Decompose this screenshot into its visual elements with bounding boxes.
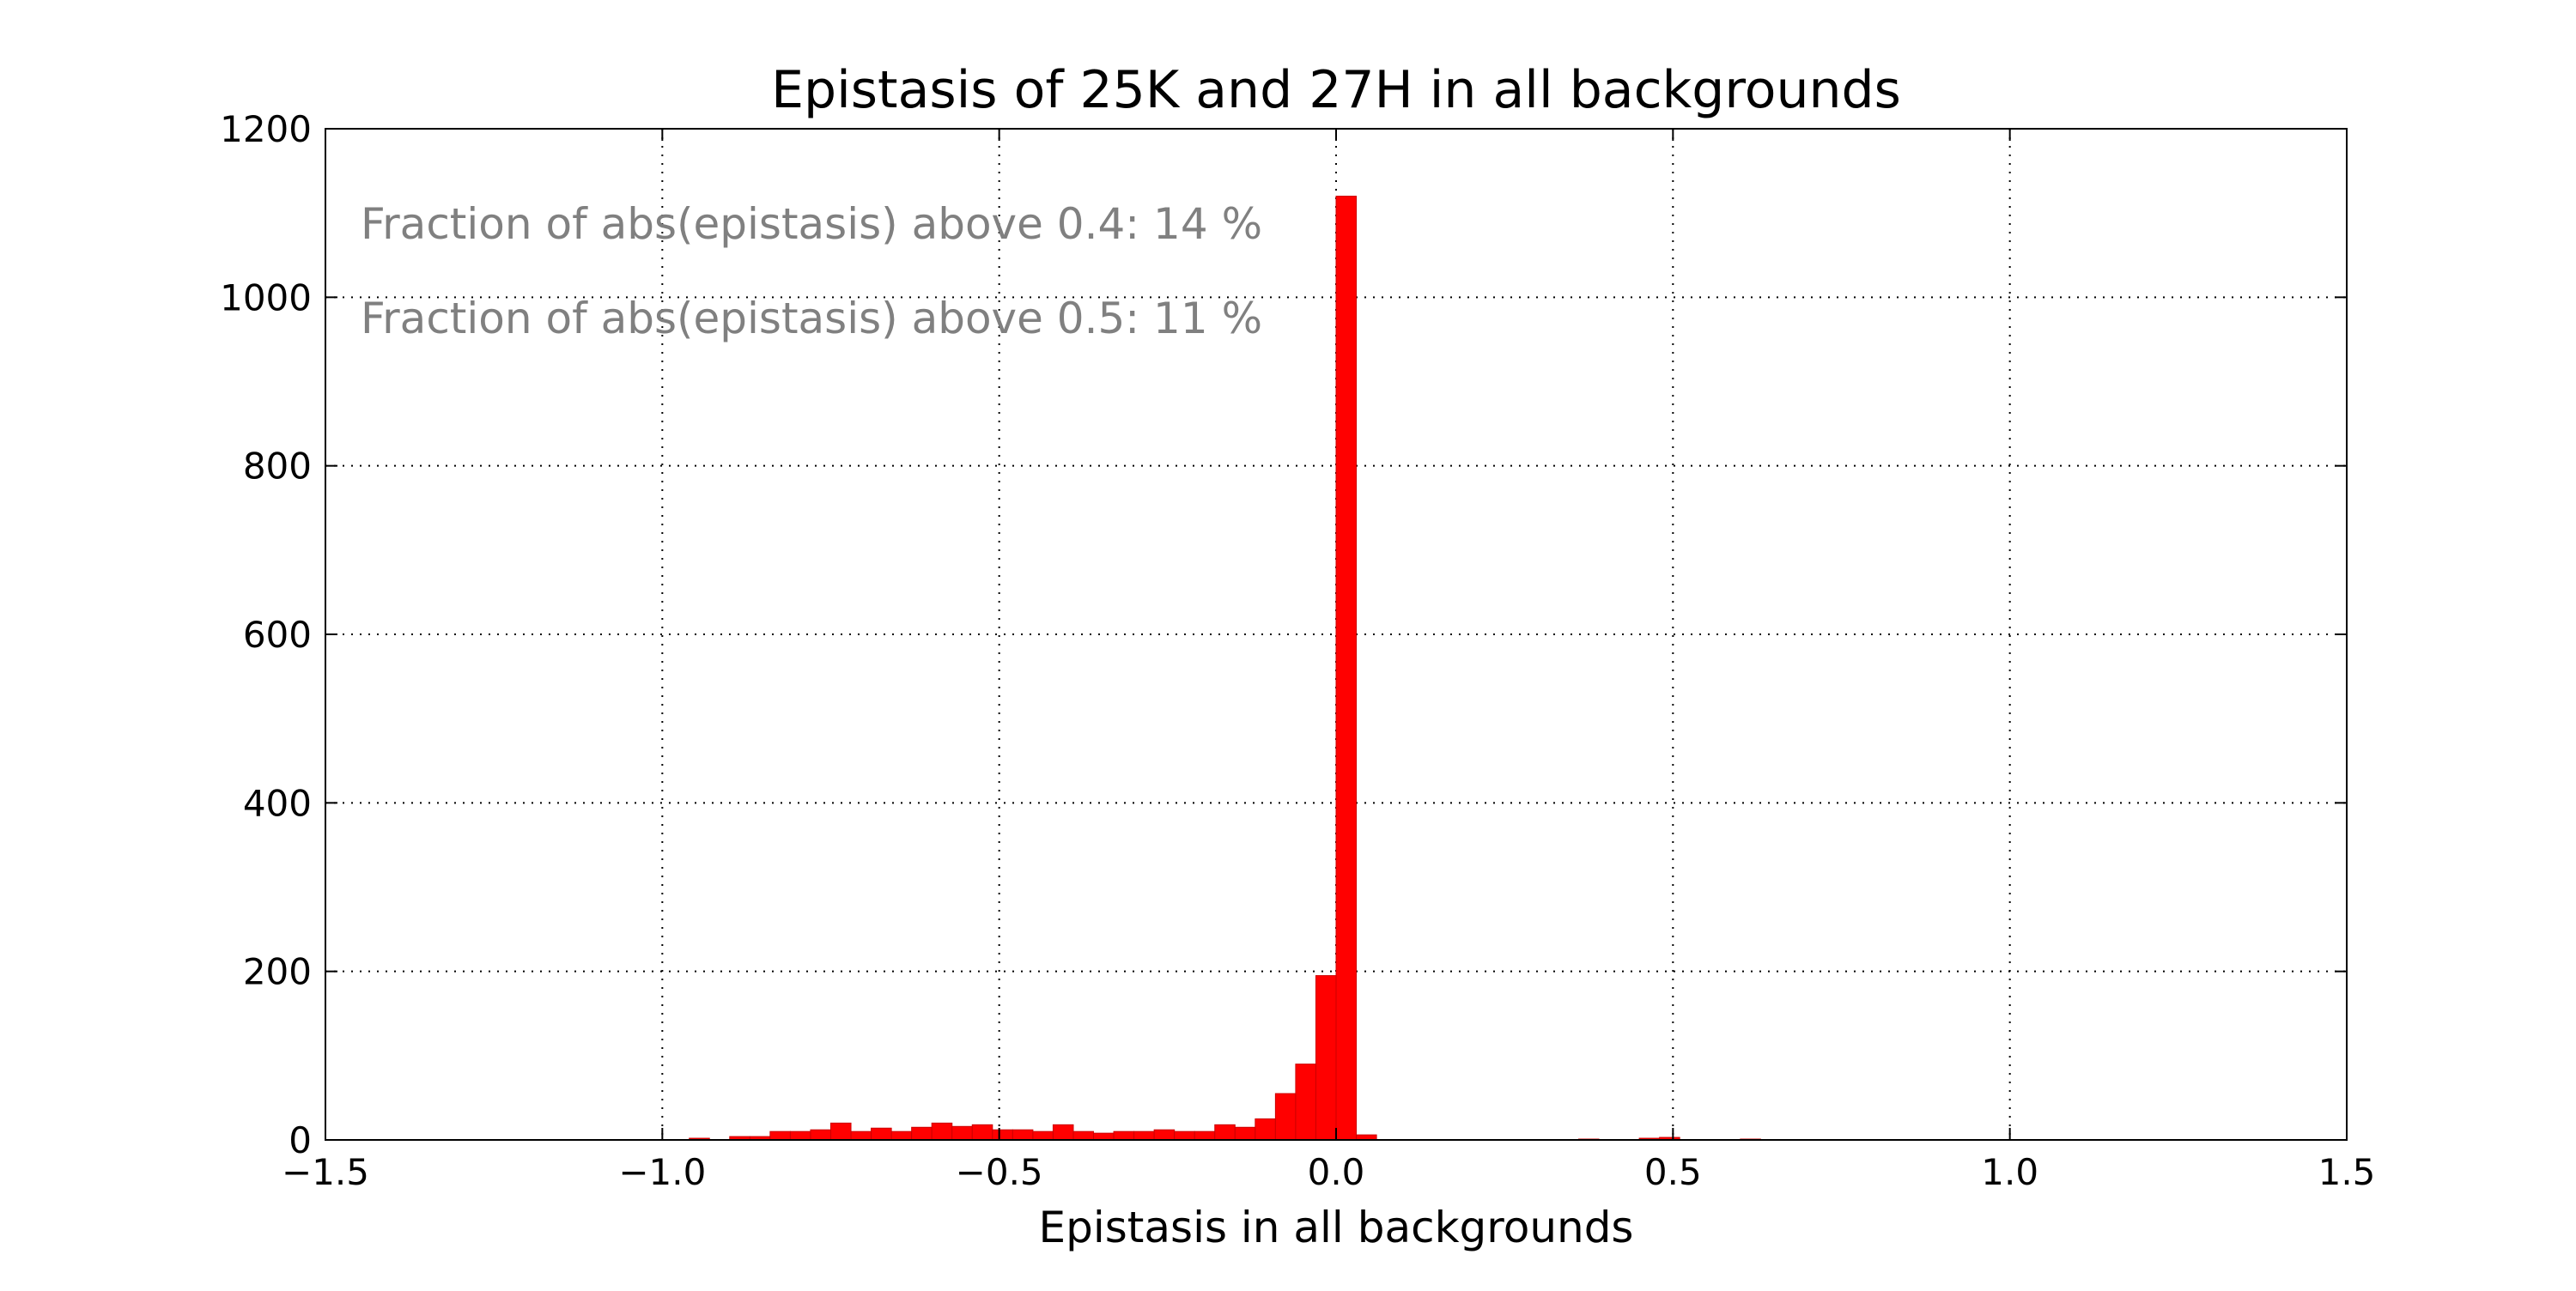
histogram-bar (1214, 1124, 1236, 1141)
histogram-bar (1174, 1130, 1195, 1141)
histogram-bar (850, 1130, 872, 1141)
histogram-bar (1153, 1129, 1176, 1141)
x-tick-label: 1.0 (1981, 1151, 2038, 1193)
histogram-bar (971, 1124, 993, 1141)
y-tick-label: 200 (243, 951, 312, 993)
histogram-bar (911, 1126, 933, 1141)
histogram-bar (890, 1130, 913, 1141)
annotation-fraction-above-0-4: Fraction of abs(epistasis) above 0.4: 14… (361, 199, 1262, 249)
y-tick-label: 1200 (220, 108, 312, 150)
x-tick-labels: −1.5 −1.0 −0.5 0.0 0.5 1.0 1.5 (282, 1151, 2375, 1193)
histogram-bar (951, 1125, 973, 1141)
histogram-bar (1032, 1130, 1054, 1141)
y-tick-label: 400 (243, 782, 312, 824)
histogram-bar (1315, 975, 1337, 1141)
histogram-bar (871, 1127, 892, 1141)
x-tick-label: −1.0 (618, 1151, 706, 1193)
y-tick-label: 0 (289, 1119, 312, 1161)
histogram-bar (1012, 1129, 1034, 1141)
histogram-bar (1133, 1130, 1155, 1141)
histogram-bar (1255, 1118, 1276, 1141)
histogram-bar (769, 1130, 791, 1141)
histogram-bar (1295, 1064, 1316, 1141)
histogram-bar (931, 1122, 953, 1141)
histogram-bar (1052, 1124, 1074, 1141)
y-tick-label: 1000 (220, 276, 312, 318)
histogram-bar (830, 1122, 852, 1141)
x-tick-label: 0.5 (1644, 1151, 1702, 1193)
y-tick-label: 800 (243, 445, 312, 488)
histogram-bar (1072, 1130, 1095, 1141)
histogram-bar (789, 1130, 811, 1141)
histogram-bar (1335, 196, 1358, 1141)
histogram-bar (1113, 1130, 1135, 1141)
annotation-fraction-above-0-5: Fraction of abs(epistasis) above 0.5: 11… (361, 294, 1262, 343)
x-tick-label: −0.5 (956, 1151, 1043, 1193)
histogram-bar (810, 1129, 832, 1141)
x-axis-label: Epistasis in all backgrounds (1039, 1203, 1634, 1252)
x-tick-label: −1.5 (282, 1151, 369, 1193)
histogram-bar (1274, 1093, 1297, 1141)
histogram-bar (1093, 1132, 1115, 1141)
histogram-bar (1234, 1126, 1256, 1141)
chart-title: Epistasis of 25K and 27H in all backgrou… (771, 60, 1901, 120)
y-tick-labels: 0 200 400 600 800 1000 1200 (220, 108, 312, 1161)
x-tick-label: 0.0 (1308, 1151, 1365, 1193)
axis-ticks (325, 128, 2348, 1141)
histogram-bar (1194, 1130, 1216, 1141)
histogram-bars (689, 196, 1761, 1141)
y-tick-label: 600 (243, 614, 312, 656)
histogram-bar (992, 1129, 1013, 1141)
x-tick-label: 1.5 (2318, 1151, 2376, 1193)
